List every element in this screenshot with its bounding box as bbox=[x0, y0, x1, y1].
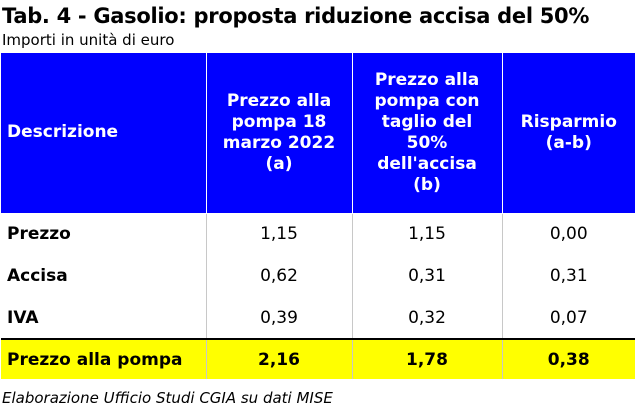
cell-value: 0,07 bbox=[501, 297, 635, 339]
cell-value: 1,15 bbox=[351, 212, 502, 255]
total-value: 0,38 bbox=[501, 338, 635, 379]
header-row: Descrizione Prezzo alla pompa 18 marzo 2… bbox=[1, 53, 635, 214]
header-line: Risparmio bbox=[520, 111, 617, 132]
header-savings: Risparmio (a-b) bbox=[501, 53, 635, 214]
fuel-price-table: Descrizione Prezzo alla pompa 18 marzo 2… bbox=[1, 53, 635, 379]
header-price-with-cut: Prezzo alla pompa con taglio del 50% del… bbox=[351, 53, 502, 214]
row-label: IVA bbox=[7, 307, 39, 328]
header-line: Prezzo alla bbox=[374, 69, 480, 90]
cell-value: 0,31 bbox=[351, 255, 502, 297]
header-line: (a-b) bbox=[545, 132, 592, 153]
header-line: (a) bbox=[265, 153, 293, 174]
header-line: Prezzo alla bbox=[226, 90, 332, 111]
table-row-accisa: Accisa 0,62 0,31 0,31 bbox=[1, 255, 635, 297]
cell-value: 1,15 bbox=[205, 212, 352, 255]
total-value: 1,78 bbox=[351, 338, 502, 379]
header-line: pompa con bbox=[374, 90, 480, 111]
total-label: Prezzo alla pompa bbox=[1, 338, 206, 379]
header-line: Descrizione bbox=[7, 122, 119, 143]
cell-value: 0,39 bbox=[205, 297, 352, 339]
row-label: Prezzo bbox=[1, 212, 206, 255]
header-line: dell'accisa bbox=[377, 153, 477, 174]
cell-value: 0,31 bbox=[501, 255, 635, 297]
header-price-march-2022: Prezzo alla pompa 18 marzo 2022 (a) bbox=[205, 53, 352, 214]
table-row-iva: IVA 0,39 0,32 0,07 bbox=[1, 297, 635, 339]
total-value: 2,16 bbox=[205, 338, 352, 379]
cell-value: 0,00 bbox=[501, 212, 635, 255]
cell-value: 0,32 bbox=[351, 297, 502, 339]
row-label: Accisa bbox=[7, 266, 68, 286]
header-line: pompa 18 bbox=[231, 111, 327, 132]
header-line: marzo 2022 bbox=[222, 132, 336, 153]
header-line: (b) bbox=[413, 174, 441, 195]
header-line: 50% bbox=[406, 132, 448, 153]
cell-value: 0,62 bbox=[205, 255, 352, 297]
source-note: Elaborazione Ufficio Studi CGIA su dati … bbox=[2, 389, 333, 407]
table-row-prezzo: Prezzo 1,15 1,15 0,00 bbox=[1, 212, 635, 255]
header-description: Descrizione bbox=[1, 53, 206, 214]
table-row-total: Prezzo alla pompa 2,16 1,78 0,38 bbox=[1, 338, 635, 379]
header-line: taglio del bbox=[381, 111, 473, 132]
table-subtitle: Importi in unità di euro bbox=[2, 31, 175, 49]
table-title: Tab. 4 - Gasolio: proposta riduzione acc… bbox=[2, 4, 590, 28]
